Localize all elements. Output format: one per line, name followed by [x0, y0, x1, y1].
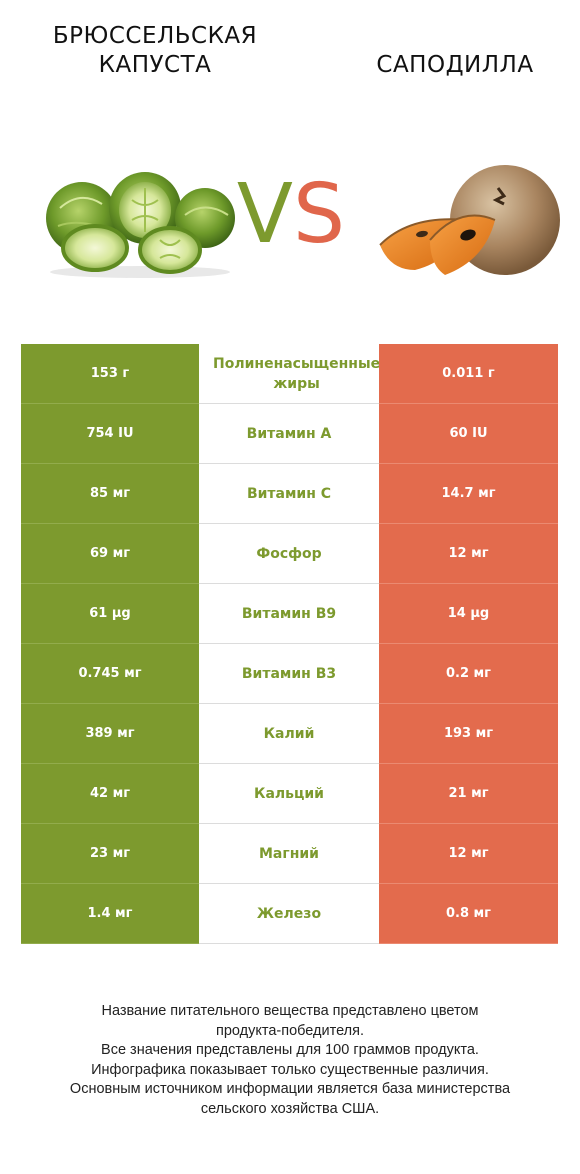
- left-value: 85 мг: [21, 464, 199, 524]
- table-row: 153 г Полиненасыщенные жиры 0.011 г: [21, 344, 558, 404]
- nutrient-name: Железо: [199, 884, 379, 944]
- table-row: 85 мг Витамин C 14.7 мг: [21, 464, 558, 524]
- nutrient-name: Калий: [199, 704, 379, 764]
- table-row: 69 мг Фосфор 12 мг: [21, 524, 558, 584]
- nutrient-name: Витамин A: [199, 404, 379, 464]
- nutrient-name: Витамин C: [199, 464, 379, 524]
- right-value: 12 мг: [379, 824, 558, 884]
- footnote-line: продукта-победителя.: [215, 1022, 365, 1039]
- versus-label: VS: [236, 167, 346, 262]
- right-value: 14.7 мг: [379, 464, 558, 524]
- right-value: 21 мг: [379, 764, 558, 824]
- left-value: 69 мг: [21, 524, 199, 584]
- left-value: 754 IU: [21, 404, 199, 464]
- nutrient-name: Полиненасыщенные жиры: [199, 344, 379, 404]
- right-product-title: САПОДИЛЛА: [376, 52, 534, 78]
- table-row: 389 мг Калий 193 мг: [21, 704, 558, 764]
- footnote-line: сельского хозяйства США.: [200, 1100, 380, 1117]
- right-value: 60 IU: [379, 404, 558, 464]
- left-value: 42 мг: [21, 764, 199, 824]
- left-value: 389 мг: [21, 704, 199, 764]
- footnote-line: Все значения представлены для 100 граммо…: [101, 1042, 479, 1058]
- right-value: 14 µg: [379, 584, 558, 644]
- nutrient-name: Магний: [199, 824, 379, 884]
- footnote-line: Название питательного вещества представл…: [101, 1003, 479, 1019]
- sapodilla-image: [379, 165, 560, 275]
- table-row: 754 IU Витамин A 60 IU: [21, 404, 558, 464]
- brussels-sprouts-image: [46, 172, 235, 278]
- right-value: 0.8 мг: [379, 884, 558, 944]
- left-product-title: БРЮССЕЛЬСКАЯ КАПУСТА: [52, 23, 258, 78]
- nutrient-name: Фосфор: [199, 524, 379, 584]
- nutrient-name: Кальций: [199, 764, 379, 824]
- right-value: 0.2 мг: [379, 644, 558, 704]
- left-value: 153 г: [21, 344, 199, 404]
- nutrient-name: Витамин B9: [199, 584, 379, 644]
- footnote: Название питательного вещества представл…: [20, 1002, 560, 1119]
- right-value: 12 мг: [379, 524, 558, 584]
- left-value: 23 мг: [21, 824, 199, 884]
- table-row: 0.745 мг Витамин B3 0.2 мг: [21, 644, 558, 704]
- table-row: 42 мг Кальций 21 мг: [21, 764, 558, 824]
- nutrient-name: Витамин B3: [199, 644, 379, 704]
- right-value: 193 мг: [379, 704, 558, 764]
- footnote-line: Основным источником информации является …: [69, 1081, 511, 1097]
- left-value: 61 µg: [21, 584, 199, 644]
- table-row: 61 µg Витамин B9 14 µg: [21, 584, 558, 644]
- left-value: 0.745 мг: [21, 644, 199, 704]
- comparison-table: 153 г Полиненасыщенные жиры 0.011 г 754 …: [21, 344, 558, 944]
- right-value: 0.011 г: [379, 344, 558, 404]
- footnote-line: Инфографика показывает только существенн…: [91, 1061, 489, 1078]
- left-value: 1.4 мг: [21, 884, 199, 944]
- table-row: 1.4 мг Железо 0.8 мг: [21, 884, 558, 944]
- table-row: 23 мг Магний 12 мг: [21, 824, 558, 884]
